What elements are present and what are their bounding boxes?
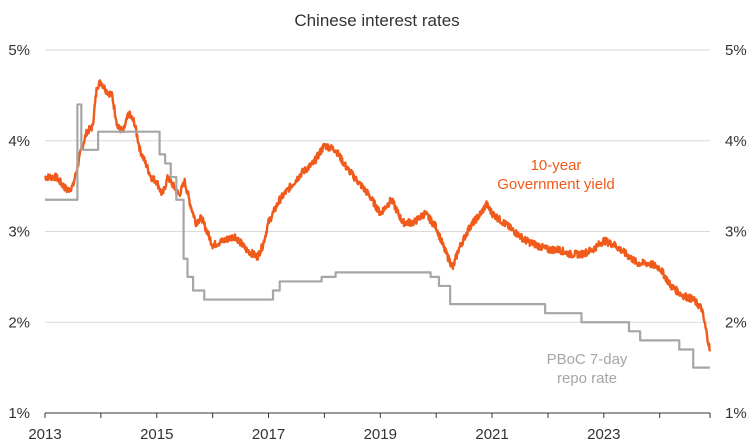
series-labels: 10-year Government yield PBoC 7-day repo ra… [497, 157, 628, 387]
x-tick-label: 2019 [364, 426, 397, 443]
y-tick-label-right: 2% [725, 314, 747, 331]
y-tick-label-right: 5% [725, 42, 747, 59]
y-tick-label-left: 1% [8, 405, 30, 422]
y-axis-left: 1% 2% 3% 4% 5% [8, 42, 30, 422]
y-tick-label-right: 3% [725, 224, 747, 241]
series-layer [44, 79, 712, 369]
series-line-government-yield [44, 79, 712, 352]
x-tick-label: 2021 [475, 426, 508, 443]
y-axis-right: 1% 2% 3% 4% 5% [725, 42, 747, 422]
series-label-government-yield: 10-year [531, 157, 582, 174]
y-tick-label-left: 2% [8, 314, 30, 331]
y-tick-label-right: 4% [725, 133, 747, 150]
chart-title: Chinese interest rates [294, 11, 459, 30]
series-label-repo-rate: PBoC 7-day [547, 351, 628, 368]
x-axis: 2013 2015 2017 2019 2021 2023 [28, 413, 711, 443]
x-tick-label: 2017 [252, 426, 285, 443]
y-tick-label-right: 1% [725, 405, 747, 422]
series-label-repo-rate: repo rate [557, 370, 617, 387]
x-tick-label: 2013 [28, 426, 61, 443]
x-tick-label: 2023 [587, 426, 620, 443]
series-line-repo-rate [45, 103, 710, 369]
y-tick-label-left: 4% [8, 133, 30, 150]
series-label-government-yield: Government yield [497, 176, 615, 193]
x-tick-label: 2015 [140, 426, 173, 443]
y-tick-label-left: 5% [8, 42, 30, 59]
y-tick-label-left: 3% [8, 224, 30, 241]
